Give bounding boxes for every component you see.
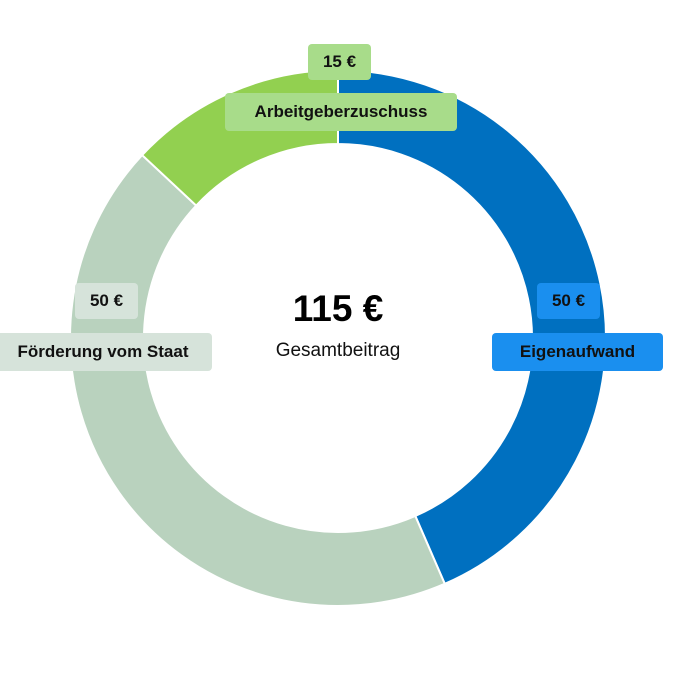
foerderung-name-label: Förderung vom Staat <box>0 333 212 371</box>
total-value: 115 € <box>292 288 384 329</box>
foerderung-value-label: 50 € <box>75 283 138 319</box>
eigenaufwand-name-label: Eigenaufwand <box>492 333 663 371</box>
arbeitgeberzuschuss-value-label: 15 € <box>308 44 371 80</box>
total-label: Gesamtbeitrag <box>275 340 401 361</box>
eigenaufwand-value-label: 50 € <box>537 283 600 319</box>
arbeitgeberzuschuss-name-label: Arbeitgeberzuschuss <box>225 93 457 131</box>
slice-eigenaufwand <box>337 68 607 586</box>
slice-foerderung-vom-staat <box>69 153 447 607</box>
